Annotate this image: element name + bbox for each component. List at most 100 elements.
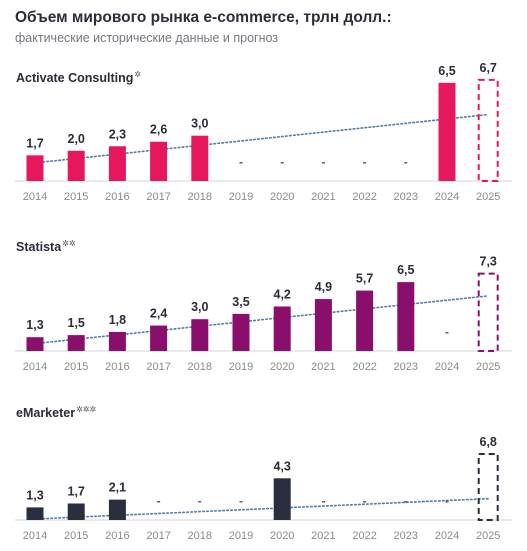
data-label: 1,8 bbox=[109, 313, 126, 327]
x-tick-label: 2019 bbox=[229, 530, 253, 542]
missing-value-label: - bbox=[404, 155, 408, 169]
x-tick-label: 2020 bbox=[270, 530, 294, 542]
missing-value-label: - bbox=[321, 155, 325, 169]
data-label: 7,3 bbox=[480, 255, 497, 269]
page-title: Объем мирового рынка e-commerce, трлн до… bbox=[15, 9, 392, 26]
missing-value-label: - bbox=[363, 494, 367, 508]
x-tick-label: 2022 bbox=[352, 361, 376, 373]
bar bbox=[438, 82, 456, 181]
panel-statista: Statista ✲✲ 2014 1,3 2015 1,5 2016 1,8 2017 2,4 20… bbox=[15, 239, 512, 373]
data-label: 5,7 bbox=[356, 272, 373, 286]
data-label: 6,5 bbox=[438, 64, 455, 78]
bar bbox=[26, 337, 44, 351]
x-tick-label: 2024 bbox=[435, 361, 459, 373]
panel-title-mark: ✲✲✲ bbox=[76, 405, 96, 414]
data-label: 6,8 bbox=[480, 435, 497, 449]
x-tick-label: 2016 bbox=[105, 191, 129, 203]
data-label: 1,7 bbox=[26, 136, 43, 150]
x-tick-label: 2021 bbox=[311, 530, 335, 542]
bar bbox=[108, 499, 126, 520]
x-tick-label: 2017 bbox=[146, 191, 170, 203]
panel-title-mark: ✲ bbox=[134, 70, 141, 79]
x-tick-label: 2019 bbox=[229, 191, 253, 203]
data-label: 4,3 bbox=[274, 459, 291, 473]
bar bbox=[150, 325, 168, 351]
forecast-bar bbox=[477, 78, 499, 182]
bar bbox=[150, 141, 168, 181]
missing-value-label: - bbox=[445, 494, 449, 508]
x-tick-label: 2014 bbox=[23, 191, 47, 203]
missing-value-label: - bbox=[157, 494, 161, 508]
x-tick-label: 2017 bbox=[146, 361, 170, 373]
x-tick-label: 2016 bbox=[105, 361, 129, 373]
bar bbox=[67, 503, 85, 520]
bar bbox=[273, 306, 291, 351]
trend-line bbox=[34, 497, 490, 520]
x-tick-label: 2017 bbox=[146, 530, 170, 542]
missing-value-label: - bbox=[404, 494, 408, 508]
bar bbox=[191, 135, 209, 181]
data-label: 3,0 bbox=[191, 117, 208, 131]
data-label: 1,3 bbox=[26, 318, 43, 332]
missing-value-label: - bbox=[280, 155, 284, 169]
x-tick-label: 2015 bbox=[64, 191, 88, 203]
missing-value-label: - bbox=[239, 155, 243, 169]
bar bbox=[108, 331, 126, 351]
data-label: 2,1 bbox=[109, 481, 126, 495]
missing-value-label: - bbox=[321, 494, 325, 508]
x-tick-label: 2025 bbox=[476, 361, 500, 373]
x-tick-label: 2023 bbox=[394, 191, 418, 203]
panel-title: Statista bbox=[16, 240, 62, 254]
x-tick-label: 2014 bbox=[23, 361, 47, 373]
x-tick-label: 2018 bbox=[188, 361, 212, 373]
x-tick-label: 2023 bbox=[394, 361, 418, 373]
trend-line bbox=[34, 113, 490, 164]
panel-emarketer: eMarketer ✲✲✲ 2014 1,3 2015 1,7 2016 2,1 2017 - 20… bbox=[15, 405, 512, 542]
x-tick-label: 2025 bbox=[476, 530, 500, 542]
x-tick-label: 2015 bbox=[64, 530, 88, 542]
x-tick-label: 2021 bbox=[311, 361, 335, 373]
panel-activate-consulting: Activate Consulting ✲ 2014 1,7 2015 2,0 2016 2,… bbox=[15, 61, 512, 203]
bar bbox=[314, 299, 332, 351]
data-label: 4,2 bbox=[274, 287, 291, 301]
missing-value-label: - bbox=[239, 494, 243, 508]
data-label: 4,9 bbox=[315, 280, 332, 294]
missing-value-label: - bbox=[445, 325, 449, 339]
x-tick-label: 2019 bbox=[229, 361, 253, 373]
bar bbox=[273, 478, 291, 520]
x-tick-label: 2024 bbox=[435, 530, 459, 542]
x-tick-label: 2022 bbox=[352, 191, 376, 203]
data-label: 1,7 bbox=[68, 485, 85, 499]
bar bbox=[397, 282, 415, 351]
bar bbox=[26, 155, 44, 181]
x-tick-label: 2018 bbox=[188, 530, 212, 542]
bar bbox=[356, 290, 374, 351]
bar bbox=[67, 150, 85, 181]
missing-value-label: - bbox=[363, 155, 367, 169]
data-label: 2,0 bbox=[68, 132, 85, 146]
x-tick-label: 2014 bbox=[23, 530, 47, 542]
x-tick-label: 2025 bbox=[476, 191, 500, 203]
data-label: 2,4 bbox=[150, 307, 167, 321]
panel-title: eMarketer bbox=[16, 406, 75, 420]
data-label: 2,6 bbox=[150, 123, 167, 137]
data-label: 2,3 bbox=[109, 127, 126, 141]
x-tick-label: 2023 bbox=[394, 530, 418, 542]
x-tick-label: 2022 bbox=[352, 530, 376, 542]
page-subtitle: фактические исторические данные и прогно… bbox=[15, 31, 279, 45]
data-label: 1,5 bbox=[68, 316, 85, 330]
data-label: 3,5 bbox=[232, 295, 249, 309]
bar bbox=[67, 335, 85, 351]
data-label: 6,5 bbox=[397, 263, 414, 277]
data-label: 1,3 bbox=[26, 488, 43, 502]
forecast-bar bbox=[477, 272, 499, 352]
x-tick-label: 2020 bbox=[270, 191, 294, 203]
panel-title: Activate Consulting bbox=[16, 71, 133, 85]
panel-title-mark: ✲✲ bbox=[62, 239, 76, 248]
bar bbox=[108, 146, 126, 181]
bar bbox=[191, 319, 209, 351]
x-tick-label: 2016 bbox=[105, 530, 129, 542]
x-tick-label: 2021 bbox=[311, 191, 335, 203]
